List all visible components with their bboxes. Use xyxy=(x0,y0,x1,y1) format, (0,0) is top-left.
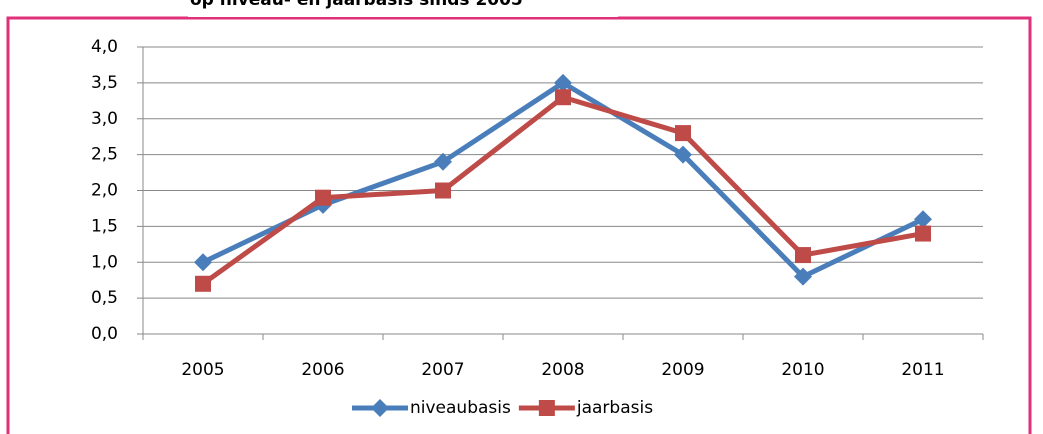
data-point xyxy=(435,182,451,199)
data-point xyxy=(194,253,212,272)
data-point xyxy=(795,247,811,264)
legend-label: jaarbasis xyxy=(576,398,653,418)
data-point xyxy=(195,275,211,292)
y-tick-label: 1,5 xyxy=(91,216,118,236)
data-point xyxy=(434,152,452,171)
data-point xyxy=(554,73,572,92)
data-point xyxy=(914,210,932,229)
data-point xyxy=(794,267,812,286)
data-point xyxy=(915,225,931,242)
x-tick-label: 2005 xyxy=(181,360,224,380)
data-point xyxy=(674,145,692,164)
legend-marker xyxy=(538,400,555,416)
data-point xyxy=(555,89,571,106)
title-backdrop xyxy=(188,0,618,17)
y-tick-label: 2,0 xyxy=(91,181,118,201)
y-tick-label: 3,5 xyxy=(91,73,118,93)
x-tick-label: 2010 xyxy=(781,360,824,380)
y-tick-label: 4,0 xyxy=(91,37,118,57)
chart-title: op niveau- en jaarbasis sinds 2005 xyxy=(190,0,523,10)
y-tick-label: 0,5 xyxy=(91,288,118,308)
legend-label: niveaubasis xyxy=(410,398,511,418)
x-tick-label: 2006 xyxy=(301,360,344,380)
x-tick-label: 2011 xyxy=(901,360,944,380)
x-tick-label: 2009 xyxy=(661,360,704,380)
legend-marker xyxy=(371,399,389,417)
x-tick-label: 2007 xyxy=(421,360,464,380)
data-point xyxy=(315,189,331,206)
y-tick-label: 2,5 xyxy=(91,145,118,165)
y-tick-label: 1,0 xyxy=(91,252,118,272)
data-point xyxy=(675,125,691,142)
y-tick-label: 0,0 xyxy=(91,324,118,344)
y-tick-label: 3,0 xyxy=(91,109,118,129)
x-tick-label: 2008 xyxy=(541,360,584,380)
